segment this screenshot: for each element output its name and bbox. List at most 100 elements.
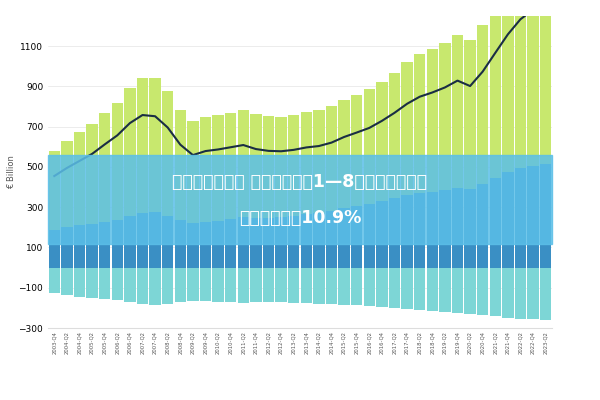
- Bar: [112, 220, 123, 268]
- Bar: [61, 227, 73, 268]
- Bar: [263, 116, 274, 218]
- Bar: [200, 268, 211, 302]
- Bar: [490, 178, 501, 268]
- Bar: [200, 222, 211, 268]
- Bar: [351, 268, 362, 306]
- Bar: [515, 168, 526, 268]
- Bar: [313, 268, 325, 304]
- Bar: [439, 190, 451, 268]
- Bar: [288, 216, 299, 268]
- Bar: [212, 268, 224, 302]
- Bar: [250, 268, 262, 302]
- Bar: [187, 121, 199, 223]
- Bar: [162, 268, 173, 304]
- Bar: [427, 49, 438, 192]
- Bar: [175, 220, 186, 268]
- Bar: [301, 112, 312, 214]
- Bar: [527, 166, 539, 268]
- Bar: [490, 4, 501, 178]
- Bar: [162, 91, 173, 216]
- Bar: [275, 117, 287, 217]
- Bar: [288, 115, 299, 216]
- Bar: [175, 110, 186, 220]
- Bar: [175, 268, 186, 302]
- Bar: [212, 221, 224, 268]
- Bar: [414, 268, 425, 310]
- Bar: [439, 268, 451, 312]
- Bar: [502, 0, 514, 172]
- Bar: [162, 216, 173, 268]
- Bar: [326, 268, 337, 304]
- Bar: [301, 268, 312, 304]
- Bar: [49, 151, 60, 230]
- Bar: [212, 115, 224, 221]
- Bar: [351, 95, 362, 206]
- Bar: [238, 110, 249, 217]
- Bar: [250, 218, 262, 268]
- Bar: [515, 0, 526, 168]
- Bar: [301, 214, 312, 268]
- Bar: [389, 268, 400, 308]
- Bar: [61, 141, 73, 227]
- Bar: [124, 88, 136, 216]
- Bar: [326, 211, 337, 268]
- Bar: [86, 268, 98, 298]
- Bar: [376, 82, 388, 201]
- Bar: [464, 189, 476, 268]
- Bar: [452, 188, 463, 268]
- Bar: [124, 268, 136, 302]
- Bar: [540, 164, 551, 268]
- Bar: [112, 268, 123, 300]
- Bar: [99, 113, 110, 222]
- Bar: [527, 268, 539, 319]
- Bar: [49, 268, 60, 293]
- Bar: [137, 213, 148, 268]
- Bar: [86, 224, 98, 268]
- Bar: [389, 72, 400, 198]
- Bar: [464, 268, 476, 314]
- Bar: [86, 124, 98, 224]
- Bar: [439, 43, 451, 190]
- Bar: [502, 172, 514, 268]
- Bar: [351, 206, 362, 268]
- Bar: [49, 230, 60, 268]
- Bar: [61, 268, 73, 295]
- Bar: [275, 268, 287, 302]
- Bar: [187, 268, 199, 302]
- Bar: [313, 213, 325, 268]
- Bar: [99, 222, 110, 268]
- Bar: [401, 62, 413, 195]
- Bar: [502, 268, 514, 318]
- Bar: [137, 268, 148, 304]
- Bar: [414, 54, 425, 193]
- Bar: [200, 117, 211, 222]
- Bar: [326, 106, 337, 211]
- Bar: [124, 216, 136, 268]
- Bar: [112, 102, 123, 220]
- Bar: [74, 268, 85, 297]
- Bar: [427, 268, 438, 311]
- Bar: [452, 35, 463, 188]
- Bar: [225, 268, 236, 302]
- Bar: [527, 0, 539, 166]
- Bar: [238, 217, 249, 268]
- Bar: [401, 195, 413, 268]
- Bar: [477, 25, 488, 184]
- Text: 有哪些股票平台 国家统计局：1—8月高技术制造业: 有哪些股票平台 国家统计局：1—8月高技术制造业: [173, 173, 427, 191]
- Bar: [149, 212, 161, 268]
- Bar: [414, 193, 425, 268]
- Bar: [238, 268, 249, 303]
- Bar: [364, 204, 375, 268]
- Bar: [490, 268, 501, 316]
- Bar: [74, 132, 85, 225]
- Bar: [275, 217, 287, 268]
- Y-axis label: € Billion: € Billion: [7, 155, 16, 189]
- Bar: [313, 110, 325, 213]
- Bar: [464, 40, 476, 189]
- Bar: [376, 268, 388, 307]
- Bar: [338, 208, 350, 268]
- Bar: [74, 225, 85, 268]
- Bar: [338, 268, 350, 305]
- Bar: [263, 218, 274, 268]
- Bar: [250, 114, 262, 218]
